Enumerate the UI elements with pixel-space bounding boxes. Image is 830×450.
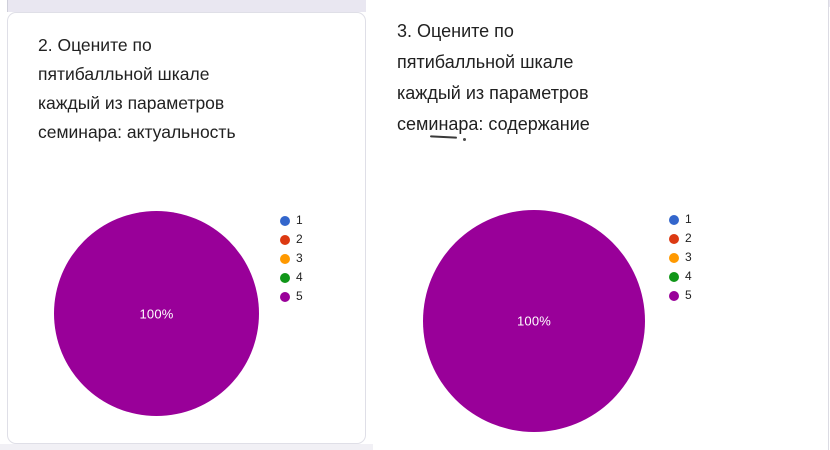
legend-item: 1 — [280, 211, 303, 230]
legend-item: 4 — [669, 267, 692, 286]
pie-chart: 100% — [423, 210, 645, 432]
legend-color-dot — [280, 272, 290, 283]
legend-item: 4 — [280, 268, 303, 287]
legend-label: 2 — [296, 232, 303, 246]
legend-item: 3 — [669, 248, 692, 267]
legend-color-dot — [669, 233, 679, 244]
legend-label: 4 — [685, 269, 692, 283]
legend-label: 5 — [296, 289, 303, 303]
question-title-line: 2. Оцените по — [38, 35, 152, 55]
legend-item: 2 — [669, 229, 692, 248]
legend-label: 2 — [685, 231, 692, 245]
legend-item: 5 — [280, 287, 303, 306]
legend-label: 4 — [296, 270, 303, 284]
question-title-line: семинара: содержание — [397, 114, 590, 134]
question-card: 3. Оцените по пятибалльной шкале каждый … — [373, 0, 829, 450]
legend-color-dot — [669, 214, 679, 225]
legend-color-dot — [280, 253, 290, 264]
page-gap-strip-bottom — [0, 444, 373, 450]
question-title: 2. Оцените по пятибалльной шкале каждый … — [38, 31, 236, 147]
legend-item: 5 — [669, 286, 692, 305]
question-title: 3. Оцените по пятибалльной шкале каждый … — [397, 16, 590, 140]
page-gap-strip-top — [7, 0, 366, 12]
legend-color-dot — [280, 291, 290, 302]
legend-label: 1 — [685, 212, 692, 226]
legend-label: 1 — [296, 213, 303, 227]
chart-legend: 1 2 3 4 5 — [280, 211, 303, 306]
legend-color-dot — [669, 252, 679, 263]
legend-item: 2 — [280, 230, 303, 249]
pie-slice-label: 100% — [516, 313, 552, 329]
pie-slice-label: 100% — [139, 306, 174, 321]
pie-chart: 100% — [54, 211, 259, 416]
question-title-line: каждый из параметров — [38, 93, 225, 113]
question-title-line: пятибалльной шкале — [38, 64, 210, 84]
legend-color-dot — [669, 290, 679, 301]
legend-item: 3 — [280, 249, 303, 268]
legend-color-dot — [280, 234, 290, 245]
legend-item: 1 — [669, 210, 692, 229]
question-card: 2. Оцените по пятибалльной шкале каждый … — [7, 12, 366, 444]
legend-color-dot — [669, 271, 679, 282]
legend-color-dot — [280, 215, 290, 226]
question-title-line: каждый из параметров — [397, 83, 589, 103]
legend-label: 3 — [296, 251, 303, 265]
chart-legend: 1 2 3 4 5 — [669, 210, 692, 305]
question-title-line: 3. Оцените по — [397, 21, 514, 41]
legend-label: 5 — [685, 288, 692, 302]
legend-label: 3 — [685, 250, 692, 264]
question-title-line: пятибалльной шкале — [397, 52, 574, 72]
question-title-line: семинара: актуальность — [38, 122, 236, 142]
pen-mark-artifact — [463, 138, 466, 141]
